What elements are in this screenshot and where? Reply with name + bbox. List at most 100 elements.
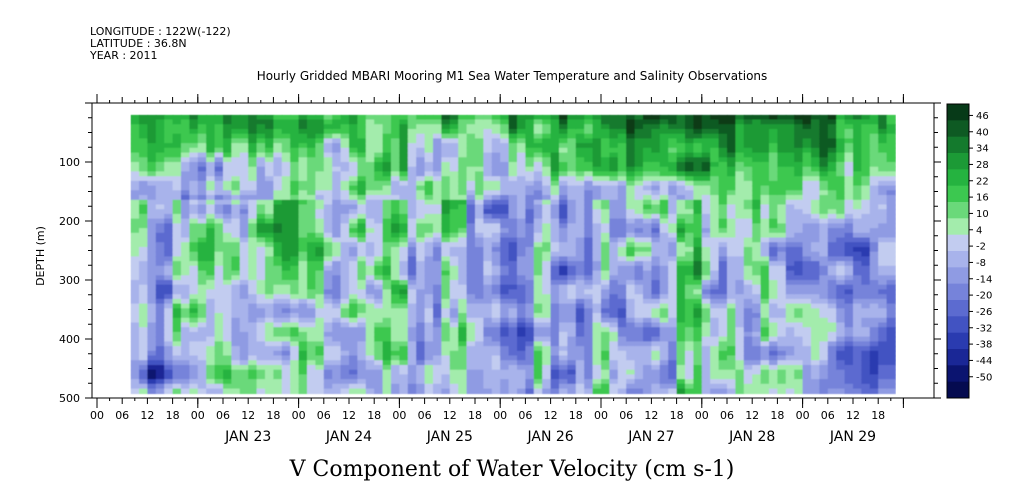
heatmap-cell bbox=[743, 350, 753, 357]
heatmap-cell bbox=[508, 308, 518, 314]
heatmap-cell bbox=[197, 350, 207, 357]
heatmap-cell bbox=[449, 195, 459, 201]
heatmap-cell bbox=[290, 388, 300, 395]
heatmap-cell bbox=[727, 388, 737, 395]
heatmap-cell bbox=[164, 185, 174, 192]
heatmap-cell bbox=[391, 350, 401, 357]
heatmap-cell bbox=[559, 209, 569, 215]
heatmap-cell bbox=[643, 360, 653, 366]
heatmap-cell bbox=[189, 143, 199, 149]
heatmap-cell bbox=[769, 331, 779, 338]
heatmap-cell bbox=[634, 360, 644, 366]
heatmap-cell bbox=[189, 383, 199, 390]
heatmap-cell bbox=[466, 275, 476, 281]
heatmap-cell bbox=[256, 143, 266, 149]
heatmap-cell bbox=[281, 374, 291, 380]
heatmap-cell bbox=[508, 275, 518, 281]
heatmap-cell bbox=[508, 313, 518, 319]
heatmap-cell bbox=[693, 336, 703, 343]
heatmap-cell bbox=[617, 190, 627, 196]
heatmap-cell bbox=[491, 209, 501, 215]
heatmap-cell bbox=[592, 294, 602, 300]
heatmap-cell bbox=[248, 336, 258, 343]
heatmap-cell bbox=[281, 308, 291, 314]
heatmap-cell bbox=[601, 176, 611, 182]
heatmap-cell bbox=[256, 190, 266, 196]
heatmap-cell bbox=[139, 147, 149, 154]
heatmap-cell bbox=[407, 209, 417, 215]
heatmap-cell bbox=[483, 143, 493, 149]
heatmap-cell bbox=[659, 218, 669, 225]
heatmap-cell bbox=[307, 185, 317, 192]
heatmap-cell bbox=[827, 129, 837, 135]
heatmap-cell bbox=[231, 176, 241, 182]
heatmap-cell bbox=[164, 327, 174, 333]
heatmap-cell bbox=[130, 331, 140, 338]
heatmap-cell bbox=[550, 261, 560, 267]
heatmap-cell bbox=[399, 365, 409, 371]
heatmap-cell bbox=[525, 143, 535, 149]
heatmap-cell bbox=[441, 341, 451, 347]
heatmap-cell bbox=[349, 247, 359, 253]
heatmap-cell bbox=[525, 365, 535, 371]
heatmap-cell bbox=[769, 242, 779, 248]
heatmap-cell bbox=[323, 346, 333, 352]
heatmap-cell bbox=[374, 336, 384, 343]
heatmap-cell bbox=[424, 157, 434, 163]
heatmap-cell bbox=[382, 365, 392, 371]
heatmap-cell bbox=[475, 261, 485, 267]
heatmap-cell bbox=[391, 242, 401, 248]
heatmap-cell bbox=[777, 388, 787, 395]
heatmap-cell bbox=[668, 322, 678, 328]
heatmap-cell bbox=[239, 374, 249, 380]
heatmap-cell bbox=[609, 355, 619, 361]
heatmap-cell bbox=[475, 152, 485, 159]
heatmap-cell bbox=[189, 294, 199, 300]
heatmap-cell bbox=[248, 242, 258, 248]
heatmap-cell bbox=[592, 275, 602, 281]
heatmap-cell bbox=[475, 209, 485, 215]
heatmap-cell bbox=[231, 355, 241, 361]
heatmap-cell bbox=[466, 303, 476, 310]
heatmap-cell bbox=[634, 124, 644, 130]
heatmap-cell bbox=[441, 180, 451, 187]
heatmap-cell bbox=[626, 147, 636, 154]
heatmap-cell bbox=[214, 265, 224, 272]
heatmap-cell bbox=[315, 379, 325, 385]
heatmap-cell bbox=[239, 341, 249, 347]
heatmap-cell bbox=[769, 162, 779, 168]
heatmap-cell bbox=[307, 265, 317, 272]
heatmap-cell bbox=[601, 242, 611, 248]
heatmap-cell bbox=[265, 256, 275, 262]
heatmap-cell bbox=[643, 213, 653, 220]
heatmap-cell bbox=[811, 228, 821, 234]
heatmap-cell bbox=[458, 228, 468, 234]
heatmap-cell bbox=[550, 242, 560, 248]
heatmap-cell bbox=[332, 129, 342, 135]
heatmap-cell bbox=[155, 261, 165, 267]
heatmap-cell bbox=[449, 162, 459, 168]
heatmap-cell bbox=[273, 275, 283, 281]
heatmap-cell bbox=[391, 294, 401, 300]
heatmap-cell bbox=[718, 133, 728, 140]
heatmap-cell bbox=[676, 317, 686, 324]
heatmap-cell bbox=[458, 251, 468, 258]
heatmap-cell bbox=[374, 265, 384, 272]
heatmap-cell bbox=[743, 280, 753, 286]
heatmap-cell bbox=[332, 294, 342, 300]
heatmap-cell bbox=[777, 379, 787, 385]
heatmap-cell bbox=[399, 143, 409, 149]
heatmap-cell bbox=[769, 199, 779, 206]
heatmap-cell bbox=[307, 166, 317, 173]
heatmap-cell bbox=[449, 313, 459, 319]
heatmap-cell bbox=[592, 270, 602, 277]
heatmap-cell bbox=[777, 256, 787, 262]
heatmap-cell bbox=[214, 336, 224, 343]
heatmap-cell bbox=[197, 365, 207, 371]
heatmap-cell bbox=[197, 346, 207, 352]
heatmap-cell bbox=[550, 129, 560, 135]
heatmap-cell bbox=[676, 313, 686, 319]
heatmap-cell bbox=[265, 365, 275, 371]
heatmap-cell bbox=[164, 251, 174, 258]
heatmap-cell bbox=[710, 275, 720, 281]
